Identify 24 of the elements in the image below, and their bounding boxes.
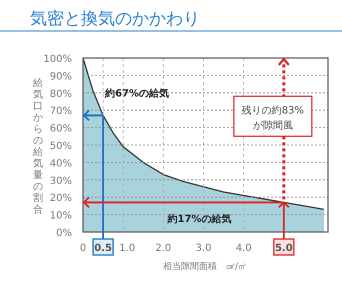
text: 給気口からの給気量の割合 [33,78,43,216]
y-tick-label: 100% [43,54,72,65]
x-tick-label: 1.0 [119,243,136,254]
y-tick-label: 50% [50,141,72,152]
y-tick-label: 60% [50,124,72,135]
x-tick-label: 2.0 [155,243,172,254]
y-tick-label: 30% [50,176,72,187]
y-tick-label: 0% [56,228,72,239]
y-tick-label: 80% [50,88,72,100]
x-tick-label: 3.0 [196,243,212,254]
y-tick-label: 40% [50,158,72,170]
annotation: 約67%の給気 [104,87,170,100]
chart-title: 気密と換気のかかわり [30,9,200,29]
x-tick-label: 0 [80,243,86,254]
y-tick-label: 20% [50,193,72,204]
y-tick-label: 90% [50,71,72,82]
x-tick-label: 4.0 [236,243,252,254]
x-tick-label: 0.5 [94,243,112,254]
annotation: 約17%の給気 [166,213,232,226]
y-tick-label: 10% [50,210,72,222]
annotation: 残りの約83%が隙間風 [242,104,304,132]
y-tick-label: 70% [50,106,72,118]
x-axis-title: 相当隙間面積 ㎠/㎡ [162,261,248,272]
x-tick-label: 5.0 [274,243,293,254]
